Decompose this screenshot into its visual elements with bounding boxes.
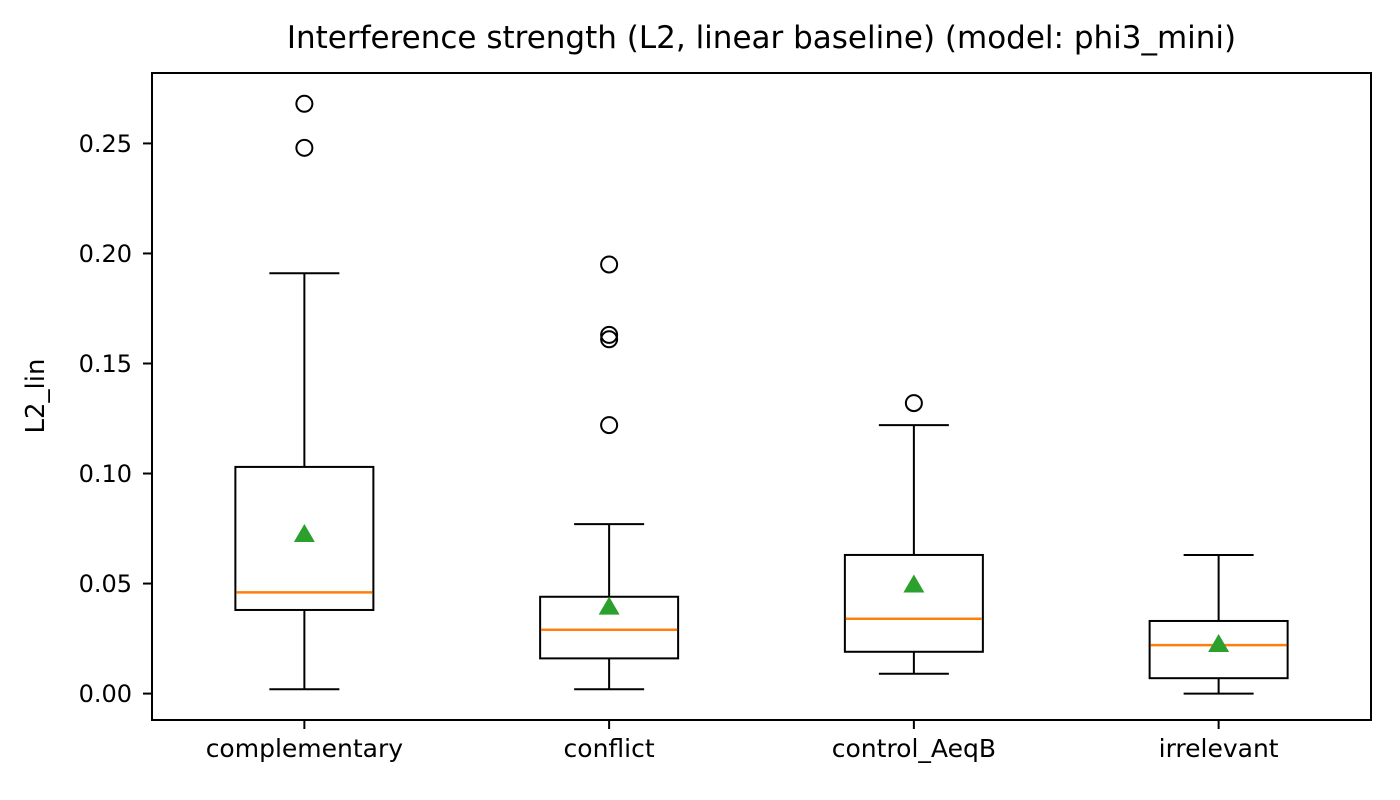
y-tick-label: 0.25	[79, 130, 132, 158]
iqr-box	[1148, 619, 1289, 680]
iqr-box	[843, 553, 984, 653]
outlier-marker	[600, 330, 619, 349]
outlier-marker	[295, 94, 314, 113]
iqr-box	[234, 465, 375, 611]
box-control_AeqB	[843, 394, 984, 675]
x-tick-label-conflict: conflict	[564, 734, 655, 763]
y-tick-label: 0.15	[79, 350, 132, 378]
y-tick-label: 0.10	[79, 460, 132, 488]
mean-marker	[293, 523, 315, 542]
axes-frame	[151, 72, 1372, 721]
x-tick-label-irrelevant: irrelevant	[1159, 734, 1279, 763]
outlier-marker	[295, 138, 314, 157]
box-irrelevant	[1148, 553, 1289, 695]
mean-marker	[903, 574, 925, 593]
outlier-marker	[600, 416, 619, 435]
y-tick-label: 0.20	[79, 240, 132, 268]
outlier-marker	[904, 394, 923, 413]
x-tick-label-complementary: complementary	[206, 734, 404, 763]
chart-title: Interference strength (L2, linear baseli…	[286, 20, 1237, 56]
y-tick-label: 0.00	[79, 680, 132, 708]
x-tick-label-control_AeqB: control_AeqB	[832, 734, 996, 763]
mean-marker	[1208, 633, 1230, 652]
box-complementary	[234, 94, 375, 691]
box-conflict	[539, 255, 680, 691]
mean-marker	[598, 596, 620, 615]
outlier-marker	[600, 325, 619, 344]
y-tick-label: 0.05	[79, 570, 132, 598]
outlier-marker	[600, 255, 619, 274]
